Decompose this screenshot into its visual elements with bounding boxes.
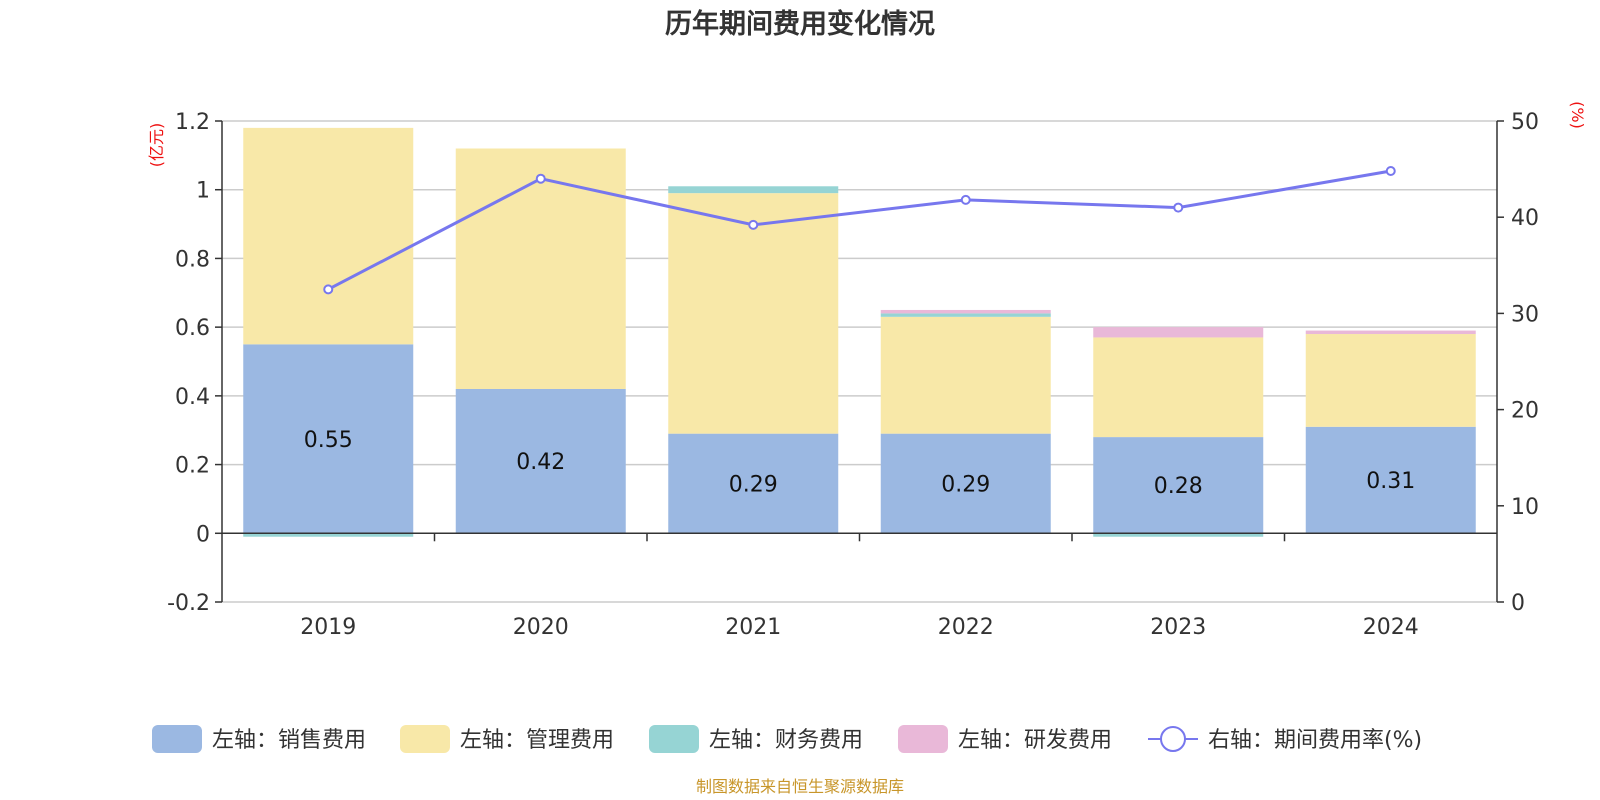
bar-segment-3 bbox=[1305, 330, 1476, 335]
category-label: 2023 bbox=[1150, 615, 1206, 640]
left-axis-unit: (亿元) bbox=[147, 123, 166, 168]
rate-point bbox=[748, 219, 759, 230]
bar-value-label: 0.29 bbox=[729, 472, 778, 497]
rate-line-path bbox=[327, 169, 1392, 291]
bar-segment-2 bbox=[880, 313, 1051, 317]
left-tick-label: 0.2 bbox=[175, 454, 210, 479]
left-tick-label: -0.2 bbox=[167, 591, 210, 616]
bar-labels: 0.55 0.42 0.29 0.29 0.28 0.31 bbox=[304, 428, 1415, 499]
right-tick-label: 0 bbox=[1511, 591, 1525, 616]
bar-segment-3 bbox=[1093, 327, 1264, 338]
bar-segment-0 bbox=[1305, 426, 1476, 534]
rate-point bbox=[323, 284, 334, 295]
legend-label-2: 左轴：财务费用 bbox=[709, 728, 863, 753]
left-tick-label: 1 bbox=[196, 179, 210, 204]
legend-label-0: 左轴：销售费用 bbox=[212, 728, 366, 753]
category-label: 2019 bbox=[300, 615, 356, 640]
legend-swatch-1 bbox=[400, 725, 450, 753]
bar-segment-0 bbox=[880, 433, 1051, 534]
rate-point bbox=[1173, 202, 1184, 213]
left-tick-label: 1.2 bbox=[175, 110, 210, 135]
bar-value-label: 0.29 bbox=[941, 472, 990, 497]
rate-point bbox=[960, 194, 971, 205]
bar-segment-2 bbox=[243, 533, 414, 537]
category-label: 2021 bbox=[725, 615, 781, 640]
right-tick-label: 10 bbox=[1511, 495, 1539, 520]
legend-swatch-3 bbox=[898, 725, 948, 753]
legend-swatch-2 bbox=[649, 725, 699, 753]
bar-segment-1 bbox=[1093, 337, 1264, 438]
bar-segment-1 bbox=[1305, 334, 1476, 427]
data-source: 制图数据来自恒生聚源数据库 bbox=[696, 777, 904, 796]
bar-segment-2 bbox=[1093, 533, 1264, 537]
legend-line-marker bbox=[1160, 726, 1186, 752]
bar-value-label: 0.31 bbox=[1366, 469, 1415, 494]
bar-segment-1 bbox=[880, 316, 1051, 434]
bar-value-label: 0.55 bbox=[304, 428, 353, 453]
right-tick-label: 40 bbox=[1511, 206, 1539, 231]
bars bbox=[243, 127, 1476, 537]
rate-line bbox=[323, 166, 1396, 295]
category-label: 2020 bbox=[513, 615, 569, 640]
bar-value-label: 0.42 bbox=[516, 450, 565, 475]
right-tick-label: 50 bbox=[1511, 110, 1539, 135]
legend-label-4: 右轴：期间费用率(%) bbox=[1208, 728, 1422, 753]
bar-segment-2 bbox=[668, 186, 839, 194]
bar-value-label: 0.28 bbox=[1154, 474, 1203, 499]
bar-segment-0 bbox=[668, 433, 839, 534]
bar-segment-1 bbox=[243, 127, 414, 345]
bar-segment-1 bbox=[668, 193, 839, 434]
bar-segment-1 bbox=[455, 148, 626, 389]
bar-segment-0 bbox=[243, 344, 414, 534]
bar-segment-3 bbox=[880, 309, 1051, 314]
left-tick-label: 0 bbox=[196, 522, 210, 547]
rate-point bbox=[535, 173, 546, 184]
legend-swatch-0 bbox=[152, 725, 202, 753]
right-tick-label: 30 bbox=[1511, 302, 1539, 327]
right-axis-unit: (%) bbox=[1568, 101, 1587, 129]
right-tick-label: 20 bbox=[1511, 399, 1539, 424]
rate-point bbox=[1385, 166, 1396, 177]
axes: -0.2 0 0.2 0.4 0.6 0.8 1 1.2 0 10 20 30 40 50 2019 2020… bbox=[167, 110, 1539, 640]
legend: 左轴：销售费用 左轴：管理费用 左轴：财务费用 左轴：研发费用 右轴：期间费用率(%) bbox=[152, 725, 1422, 753]
category-label: 2024 bbox=[1363, 615, 1419, 640]
bar-segment-0 bbox=[455, 388, 626, 534]
bar-segment-0 bbox=[1093, 437, 1264, 534]
left-tick-label: 0.4 bbox=[175, 385, 210, 410]
chart-title: 历年期间费用变化情况 bbox=[665, 8, 935, 40]
category-label: 2022 bbox=[938, 615, 994, 640]
left-tick-label: 0.8 bbox=[175, 247, 210, 272]
legend-label-3: 左轴：研发费用 bbox=[958, 728, 1112, 753]
legend-label-1: 左轴：管理费用 bbox=[460, 728, 614, 753]
left-tick-label: 0.6 bbox=[175, 316, 210, 341]
